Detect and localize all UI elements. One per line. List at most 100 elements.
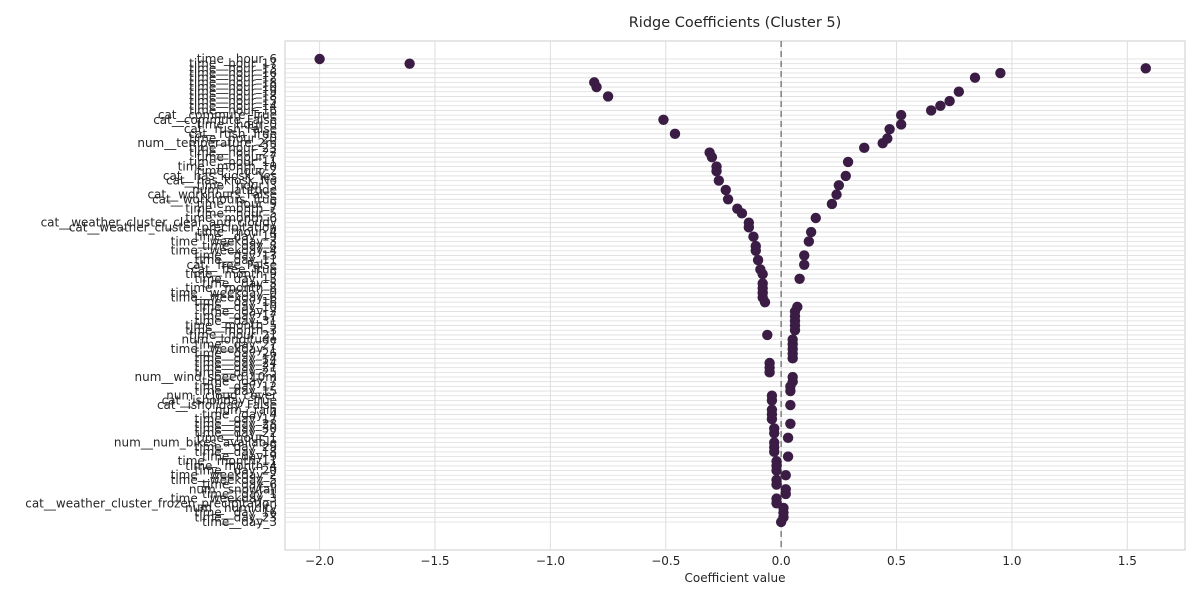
coefficient-point — [711, 166, 722, 177]
coefficient-point — [787, 353, 798, 364]
coefficient-point — [859, 142, 870, 154]
coefficient-point — [720, 184, 731, 196]
y-tick-label: time__day_15 — [195, 272, 277, 286]
y-tick-label: time__day_16 — [195, 506, 277, 520]
coefficient-point — [794, 273, 805, 285]
y-tick-label: cat__rush_False — [184, 122, 277, 136]
y-tick-label: time__month_9 — [185, 267, 277, 281]
coefficient-point — [969, 72, 981, 83]
coefficient-point — [782, 451, 794, 462]
coefficient-point — [757, 268, 768, 280]
y-tick-label: time__hour_18 — [189, 89, 277, 103]
x-tick-label: 1.0 — [1002, 554, 1021, 568]
y-tick-label: time__day_8 — [202, 239, 277, 253]
y-tick-label: time__hour_4 — [197, 225, 277, 239]
y-tick-label: cat__isholiday_False — [157, 398, 277, 412]
coefficient-point — [935, 100, 946, 111]
coefficient-point — [752, 254, 764, 266]
coefficient-point — [833, 180, 845, 191]
y-tick-label: time__weekday_1 — [171, 342, 277, 356]
y-tick-label: time__day_16 — [195, 295, 277, 309]
y-tick-label: time__hour_13 — [189, 61, 277, 75]
coefficient-point — [840, 170, 851, 182]
y-tick-label: cat__commute_True — [158, 108, 277, 122]
coefficient-point — [706, 152, 718, 163]
coefficient-point — [780, 488, 791, 500]
y-tick-label: time__hour_19 — [189, 85, 277, 99]
coefficient-point — [771, 465, 782, 476]
y-tick-labels: time__hour_6time__hour_17time__hour_13ti… — [25, 52, 277, 529]
y-tick-label: time__hour_18 — [189, 75, 277, 89]
y-tick-label: cat__weather_cluster_frozen_precipitatio… — [25, 496, 277, 510]
y-tick-label: time__day_9 — [202, 450, 277, 464]
y-tick-label: cat__isholiday_True — [162, 393, 277, 407]
coefficient-point — [831, 189, 842, 200]
coefficient-point — [736, 208, 748, 219]
coefficient-point — [995, 67, 1006, 79]
y-tick-label: time__day_24 — [195, 356, 277, 370]
y-tick-label: time__day_20 — [195, 464, 277, 478]
coefficient-point — [1140, 63, 1151, 74]
y-tick-label: time__day_26 — [195, 347, 277, 361]
y-tick-label: time__month_8 — [185, 281, 277, 295]
coefficient-point — [805, 226, 817, 238]
coefficient-point — [877, 137, 888, 149]
coefficient-point — [762, 329, 773, 341]
coefficient-point — [404, 58, 415, 69]
y-tick-label: time__day_1 — [202, 487, 277, 501]
coefficient-point — [895, 109, 907, 121]
x-tick-label: −1.0 — [536, 554, 565, 568]
y-tick-label: time__month_4 — [185, 459, 277, 473]
y-tick-label: time__hour_3 — [197, 178, 277, 192]
y-tick-label: num__latitude — [192, 183, 277, 197]
coefficient-point — [842, 156, 854, 168]
x-tick-label: −0.5 — [651, 554, 680, 568]
coefficient-point — [314, 53, 325, 65]
x-tick-label: 0.5 — [887, 554, 906, 568]
y-tick-label: time__day_5 — [202, 276, 277, 290]
y-tick-label: time__weekday_6 — [171, 291, 277, 305]
coefficient-point — [764, 367, 775, 378]
y-tick-label: cat__commute_False — [153, 113, 277, 127]
y-tick-label: time__day_10 — [195, 300, 277, 314]
y-tick-label: time__hour_7 — [197, 150, 277, 164]
y-tick-label: time__day_15 — [195, 384, 277, 398]
coefficient-point — [769, 427, 780, 439]
coefficient-point — [785, 385, 796, 397]
y-tick-label: time__day_19 — [195, 230, 277, 244]
coefficient-point — [953, 86, 965, 97]
x-tick-label: −2.0 — [305, 554, 334, 568]
y-tick-label: num__longitude — [182, 333, 277, 347]
y-tick-label: time__day_27 — [195, 337, 277, 351]
coefficient-point — [713, 175, 725, 186]
y-tick-label: time__hour_16 — [189, 103, 277, 117]
x-axis-label: Coefficient value — [685, 571, 786, 585]
y-tick-label: time__weekday_3 — [171, 234, 277, 248]
y-tick-label: num__cloud_cover — [166, 389, 277, 403]
y-tick-label: time__hour_11 — [189, 155, 277, 169]
y-tick-label: time__hour_20 — [189, 132, 277, 146]
y-tick-label: time__month_3 — [185, 323, 277, 337]
y-tick-label: time__hour_15 — [189, 94, 277, 108]
coefficient-point — [799, 259, 810, 270]
coefficient-point — [789, 325, 801, 336]
x-tick-labels: −2.0 −1.5 −1.0 −0.5 0.0 0.5 1.0 1.5 — [305, 554, 1137, 568]
y-tick-label: time__month_7 — [185, 202, 277, 216]
y-tick-label: time__day_13 — [195, 248, 277, 262]
coefficient-point — [766, 395, 778, 406]
x-tick-label: −1.5 — [420, 554, 449, 568]
y-tick-label: time__hour_23 — [189, 141, 277, 155]
coefficient-point — [658, 114, 669, 125]
coefficient-point — [743, 222, 755, 233]
y-tick-label: time__month_10 — [178, 160, 277, 174]
y-tick-label: time__hour_21 — [189, 328, 277, 342]
y-tick-label: time__day_22 — [195, 426, 277, 440]
x-tick-label: 0.0 — [772, 554, 791, 568]
coefficient-point — [810, 212, 821, 224]
coefficient-point — [771, 479, 782, 490]
coefficient-point — [780, 470, 791, 481]
grid-lines — [284, 40, 1186, 551]
y-tick-label: cat__rush_True — [188, 127, 277, 141]
y-tick-label: time__day_14 — [195, 351, 277, 365]
y-tick-label: time__day_31 — [195, 314, 277, 328]
